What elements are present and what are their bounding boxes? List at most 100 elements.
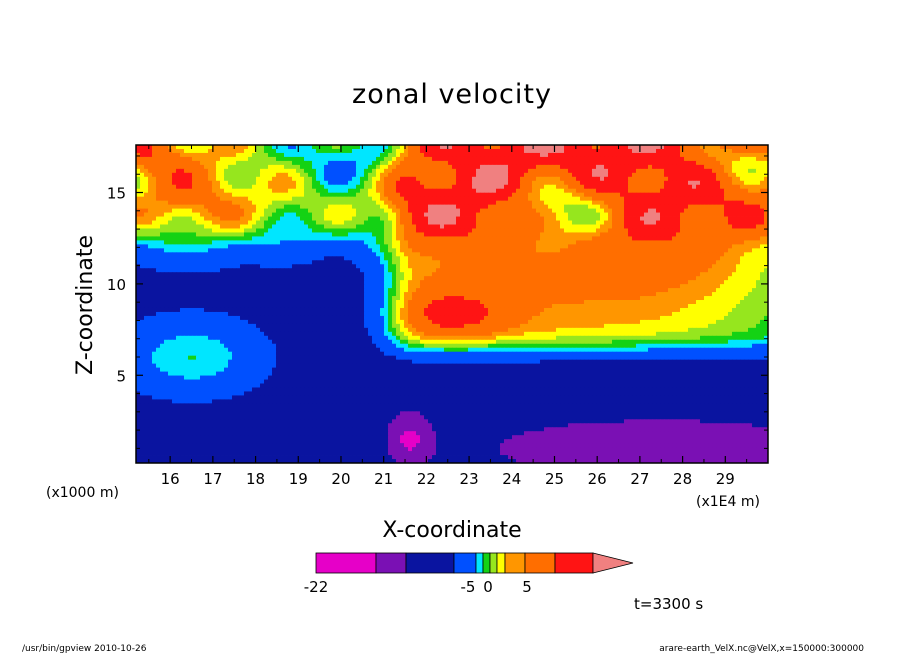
field-cell bbox=[308, 196, 313, 202]
field-cell bbox=[140, 192, 145, 198]
field-cell bbox=[304, 180, 309, 186]
field-cell bbox=[676, 180, 681, 186]
field-cell bbox=[548, 244, 553, 249]
field-cell bbox=[676, 212, 681, 217]
field-cell bbox=[208, 244, 213, 249]
field-cell bbox=[444, 228, 449, 233]
field-cell bbox=[668, 208, 673, 213]
field-cell bbox=[584, 208, 589, 213]
field-cell bbox=[228, 224, 233, 229]
field-cell bbox=[648, 152, 653, 158]
field-cell bbox=[324, 268, 329, 273]
field-cell bbox=[304, 156, 309, 162]
field-cell bbox=[568, 168, 573, 174]
field-cell bbox=[640, 228, 645, 233]
field-cell bbox=[452, 152, 457, 158]
field-cell bbox=[308, 176, 313, 182]
field-cell bbox=[184, 264, 189, 269]
field-cell bbox=[476, 184, 481, 190]
field-cell bbox=[472, 248, 477, 253]
field-cell bbox=[160, 148, 165, 154]
field-cell bbox=[588, 224, 593, 229]
field-cell bbox=[136, 264, 141, 269]
field-cell bbox=[204, 228, 209, 233]
field-cell bbox=[280, 252, 285, 257]
field-cell bbox=[560, 224, 565, 229]
field-cell bbox=[244, 148, 249, 154]
field-cell bbox=[544, 172, 549, 178]
field-cell bbox=[248, 212, 253, 217]
field-cell bbox=[308, 232, 313, 237]
field-cell bbox=[564, 264, 569, 269]
field-cell bbox=[712, 148, 717, 154]
field-cell bbox=[264, 240, 269, 245]
field-cell bbox=[596, 212, 601, 217]
field-cell bbox=[540, 152, 545, 158]
field-cell bbox=[408, 264, 413, 269]
field-cell bbox=[492, 200, 497, 206]
field-cell bbox=[224, 184, 229, 190]
field-cell bbox=[284, 192, 289, 198]
field-cell bbox=[156, 228, 161, 233]
field-cell bbox=[588, 192, 593, 198]
field-cell bbox=[620, 224, 625, 229]
field-cell bbox=[476, 240, 481, 245]
field-cell bbox=[668, 164, 673, 170]
field-cell bbox=[516, 172, 521, 178]
field-cell bbox=[412, 152, 417, 158]
field-cell bbox=[584, 184, 589, 190]
field-cell bbox=[360, 216, 365, 221]
field-cell bbox=[620, 264, 625, 269]
field-cell bbox=[180, 228, 185, 233]
field-cell bbox=[576, 236, 581, 241]
field-cell bbox=[596, 148, 601, 154]
field-cell bbox=[416, 248, 421, 253]
field-cell bbox=[608, 228, 613, 233]
field-cell bbox=[268, 145, 273, 150]
field-cell bbox=[688, 148, 693, 154]
field-cell bbox=[212, 168, 217, 174]
field-cell bbox=[480, 208, 485, 213]
field-cell bbox=[240, 160, 245, 166]
field-cell bbox=[216, 268, 221, 273]
field-cell bbox=[536, 188, 541, 194]
field-cell bbox=[504, 176, 509, 182]
field-cell bbox=[292, 176, 297, 182]
field-cell bbox=[336, 172, 341, 178]
field-cell bbox=[272, 244, 277, 249]
field-cell bbox=[388, 224, 393, 229]
field-cell bbox=[204, 248, 209, 253]
field-cell bbox=[460, 200, 465, 206]
field-cell bbox=[496, 224, 501, 229]
field-cell bbox=[760, 204, 765, 210]
field-cell bbox=[484, 160, 489, 166]
field-cell bbox=[272, 168, 277, 174]
field-cell bbox=[384, 236, 389, 241]
field-cell bbox=[284, 260, 289, 265]
field-cell bbox=[460, 224, 465, 229]
field-cell bbox=[364, 224, 369, 229]
field-cell bbox=[520, 176, 525, 182]
field-cell bbox=[352, 240, 357, 245]
field-cell bbox=[500, 160, 505, 166]
field-cell bbox=[576, 260, 581, 265]
field-cell bbox=[616, 152, 621, 158]
field-cell bbox=[712, 212, 717, 217]
field-cell bbox=[388, 152, 393, 158]
field-cell bbox=[412, 208, 417, 213]
field-cell bbox=[644, 248, 649, 253]
field-cell bbox=[640, 240, 645, 245]
field-cell bbox=[648, 256, 653, 261]
field-cell bbox=[600, 252, 605, 257]
field-cell bbox=[628, 176, 633, 182]
field-cell bbox=[524, 256, 529, 261]
field-cell bbox=[344, 148, 349, 154]
field-cell bbox=[368, 168, 373, 174]
field-cell bbox=[556, 208, 561, 213]
field-cell bbox=[216, 148, 221, 154]
field-cell bbox=[452, 244, 457, 249]
field-cell bbox=[404, 264, 409, 269]
field-cell bbox=[540, 212, 545, 217]
field-cell bbox=[420, 248, 425, 253]
field-cell bbox=[316, 220, 321, 225]
